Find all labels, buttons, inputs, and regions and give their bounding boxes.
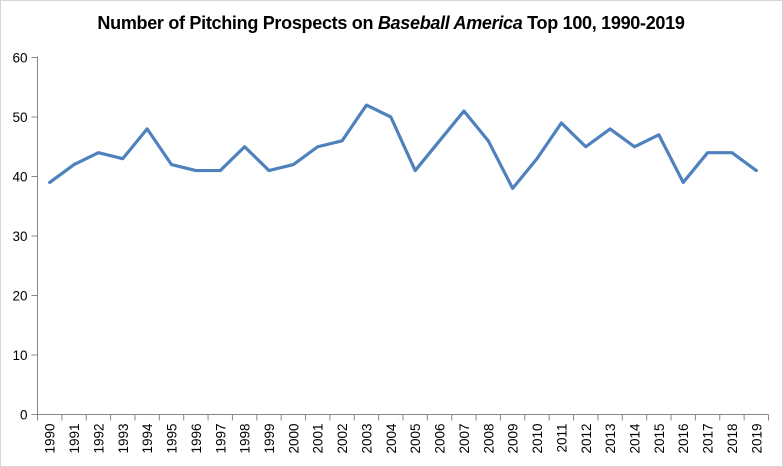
- x-tick-label: 2003: [359, 424, 374, 454]
- x-tick-label: 2005: [408, 424, 423, 454]
- x-tick-label: 2013: [603, 424, 618, 454]
- x-tick-label: 1995: [165, 424, 180, 454]
- y-tick-label: 30: [12, 229, 27, 244]
- chart-title: Number of Pitching Prospects on Baseball…: [97, 13, 684, 33]
- chart-title-suffix: Top 100, 1990-2019: [522, 13, 684, 33]
- data-line: [48, 103, 758, 190]
- y-tick-label: 50: [12, 110, 27, 125]
- x-tick-label: 1999: [262, 424, 277, 454]
- x-tick-label: 1991: [67, 424, 82, 454]
- x-tick-label: 2009: [506, 424, 521, 454]
- x-tick-label: 1993: [116, 424, 131, 454]
- x-tick-label: 2001: [311, 424, 326, 454]
- x-tick-label: 2007: [457, 424, 472, 454]
- x-tick-label: 1996: [189, 424, 204, 454]
- y-tick-label: 10: [12, 348, 27, 363]
- x-tick-label: 2004: [384, 423, 399, 454]
- chart-title-italic: Baseball America: [378, 13, 523, 33]
- x-tick-label: 1990: [43, 424, 58, 454]
- x-tick-label: 1997: [213, 424, 228, 454]
- y-tick-label: 0: [20, 408, 28, 423]
- x-tick-label: 2012: [579, 424, 594, 454]
- x-tick-label: 2008: [481, 424, 496, 454]
- chart-title-prefix: Number of Pitching Prospects on: [97, 13, 377, 33]
- x-tick-label: 2014: [627, 423, 642, 454]
- x-tick-label: 1994: [140, 423, 155, 454]
- x-tick-label: 2016: [676, 424, 691, 454]
- y-tick-label: 60: [12, 51, 27, 66]
- x-tick-label: 2010: [530, 424, 545, 454]
- x-tick-label: 2006: [433, 424, 448, 454]
- x-tick-label: 2000: [286, 424, 301, 454]
- plot-area: 0 10 20 30 40 50 60 1990 1991 1992 1993 1994 1995 199…: [12, 51, 769, 454]
- x-tick-label: 2015: [652, 424, 667, 454]
- x-tick-label: 2017: [701, 424, 716, 454]
- x-tick-label: 2018: [725, 424, 740, 454]
- x-tick-label: 2011: [554, 424, 569, 453]
- x-tick-label: 1998: [238, 424, 253, 454]
- x-tick-label: 1992: [91, 424, 106, 454]
- y-tick-label: 40: [12, 170, 27, 185]
- x-tick-label: 2002: [335, 424, 350, 454]
- y-tick-label: 20: [12, 289, 27, 304]
- x-tick-label: 2019: [749, 424, 764, 454]
